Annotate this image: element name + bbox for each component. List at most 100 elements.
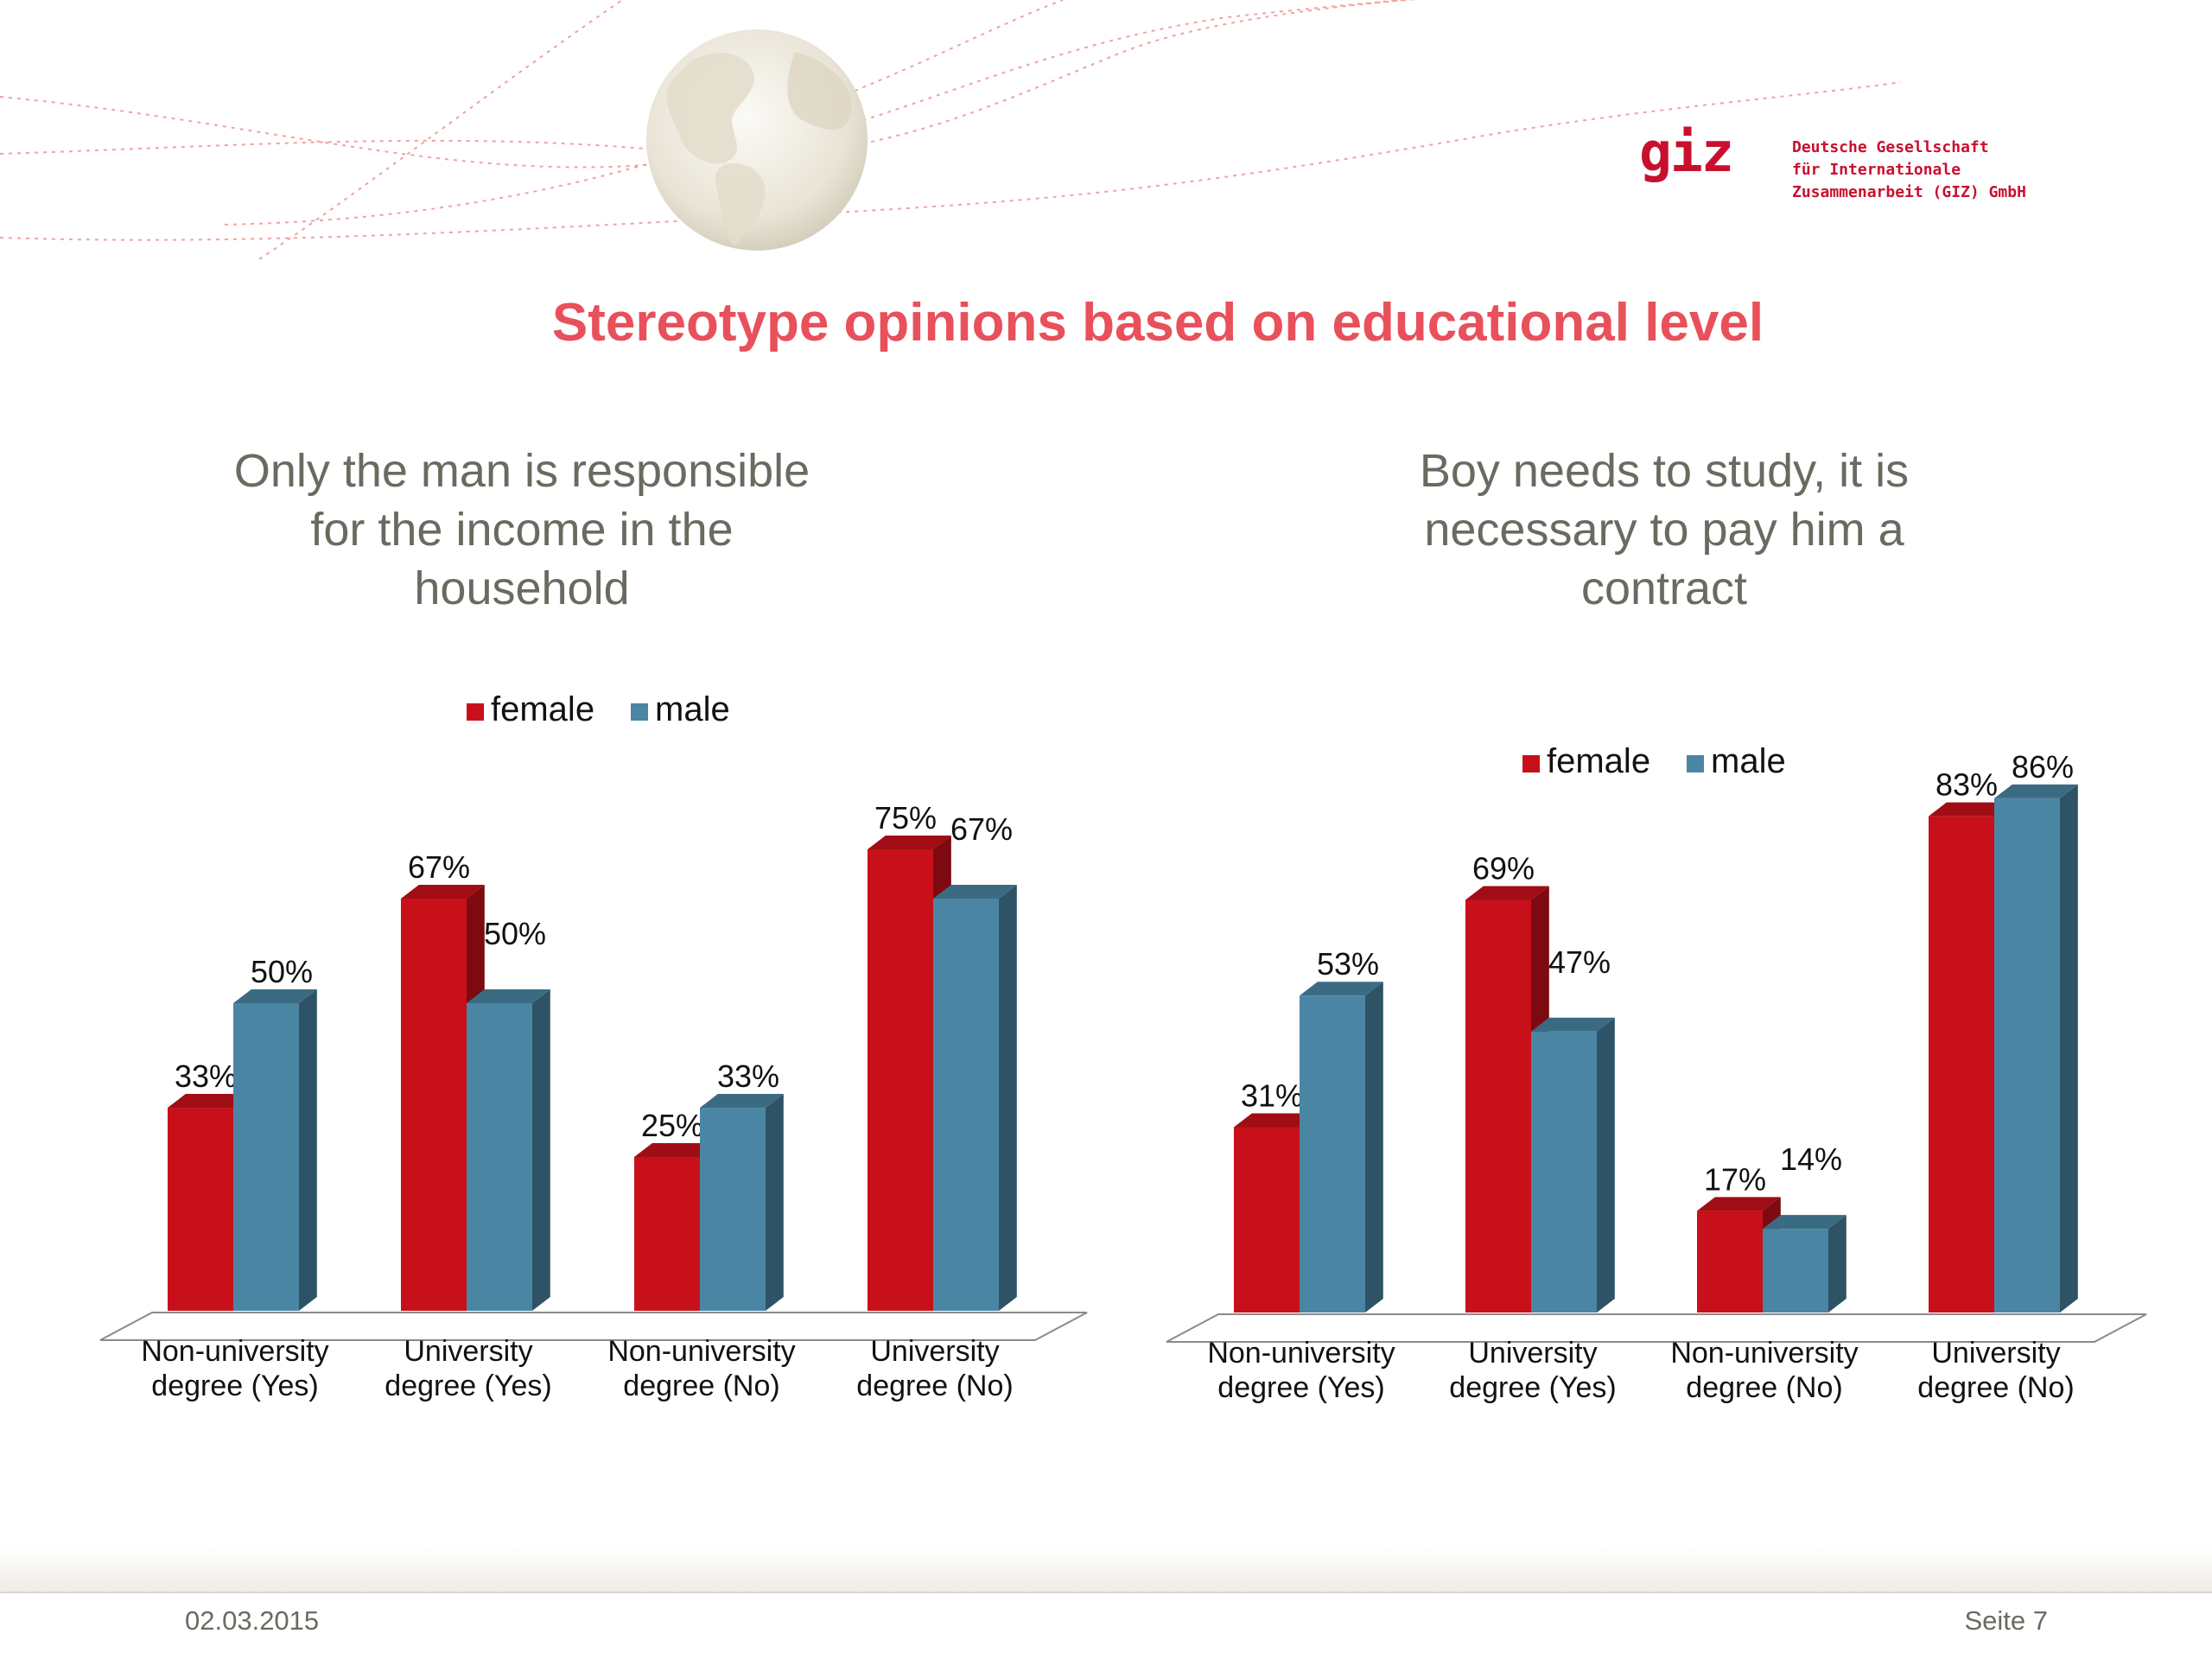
bar-male-4: [933, 884, 1017, 1311]
category-label: Non-university: [1207, 1337, 1395, 1370]
footer-page-number: Seite 7: [1964, 1605, 2048, 1636]
chart-floor: [1166, 1313, 2147, 1343]
chart-2-title-line: necessary to pay him a: [1424, 504, 1904, 556]
category-label: degree (Yes): [385, 1370, 551, 1402]
chart-2-title-line: Boy needs to study, it is: [1419, 445, 1910, 497]
bar-top: [1300, 982, 1383, 996]
data-label: 31%: [1241, 1077, 1303, 1113]
bar-top: [634, 1143, 718, 1157]
data-label: 67%: [408, 849, 470, 885]
bar-side: [1365, 982, 1383, 1313]
footer-date: 02.03.2015: [185, 1605, 320, 1636]
bar-top: [1234, 1113, 1318, 1128]
legend-label-female: female: [1547, 742, 1650, 780]
bar-top: [233, 989, 317, 1003]
category-label: degree (No): [1686, 1371, 1842, 1404]
header-decoration: [0, 0, 1902, 260]
bar-top: [933, 884, 1017, 899]
bar-side: [2060, 784, 2078, 1313]
data-label: 83%: [1936, 767, 1998, 803]
logo-line: für Internationale: [1792, 161, 1961, 179]
bar-male-4: [1994, 784, 2078, 1313]
category-label: Non-university: [141, 1335, 328, 1368]
bar-side: [532, 989, 550, 1311]
bar-male-3: [700, 1094, 784, 1311]
legend-label-male: male: [1711, 742, 1786, 780]
bar-front: [933, 898, 999, 1311]
footer-band: [0, 1547, 2212, 1592]
category-label: University: [870, 1335, 999, 1368]
legend-swatch-male: [1687, 755, 1704, 772]
category-label: Non-university: [1670, 1337, 1858, 1370]
bar-front: [1697, 1211, 1763, 1313]
bar-top: [401, 884, 485, 899]
chart-1-title-line: household: [414, 563, 630, 614]
bar-side: [999, 884, 1017, 1311]
bar-front: [401, 898, 467, 1311]
bar-male-1: [1300, 982, 1383, 1313]
data-label: 69%: [1472, 851, 1535, 887]
bar-top: [1929, 802, 2012, 817]
chart-1-title: Only the man is responsible for the inco…: [133, 442, 911, 618]
category-label: degree (No): [1917, 1371, 2074, 1404]
data-label: 50%: [251, 954, 313, 989]
logo-line: Deutsche Gesellschaft: [1792, 138, 1989, 156]
category-label: degree (No): [856, 1370, 1013, 1402]
globe-icon: [646, 29, 868, 251]
category-label: degree (No): [623, 1370, 779, 1402]
chart-1-title-line: Only the man is responsible: [233, 445, 810, 497]
bar-top: [700, 1094, 784, 1109]
data-label: 53%: [1317, 946, 1379, 982]
bar-front: [1234, 1127, 1300, 1313]
bar-front: [467, 1003, 532, 1311]
bar-front: [868, 849, 933, 1311]
bar-male-2: [1531, 1017, 1615, 1313]
category-label: University: [1931, 1337, 2060, 1370]
data-label: 47%: [1548, 944, 1611, 980]
chart-legend: female male: [1522, 742, 1786, 780]
legend-swatch-female: [1522, 755, 1540, 772]
bar-front: [1465, 899, 1531, 1313]
bar-top: [868, 836, 951, 849]
data-label: 33%: [717, 1058, 779, 1094]
logo-line: Zusammenarbeit (GIZ) GmbH: [1792, 183, 2026, 201]
legend-swatch-female: [467, 703, 484, 721]
bar-front: [1994, 798, 2060, 1313]
category-label: Non-university: [607, 1335, 795, 1368]
bar-front: [168, 1108, 233, 1311]
chart-1-title-line: for the income in the: [310, 504, 734, 556]
giz-logo-text: Deutsche Gesellschaft für Internationale…: [1792, 137, 2026, 204]
bar-side: [766, 1094, 784, 1311]
bar-front: [1929, 816, 1994, 1313]
bar-male-2: [467, 989, 550, 1311]
data-label: 14%: [1780, 1141, 1842, 1177]
bar-top: [1994, 784, 2078, 798]
bar-top: [1465, 886, 1549, 900]
page-title: Stereotype opinions based on educational…: [551, 293, 1764, 353]
data-label: 17%: [1704, 1161, 1766, 1197]
bar-front: [1300, 995, 1365, 1313]
data-label: 75%: [874, 800, 937, 836]
legend-label-male: male: [655, 690, 730, 728]
data-label: 67%: [950, 811, 1013, 847]
footer-divider: [0, 1592, 2212, 1593]
bar-male-3: [1763, 1215, 1847, 1313]
bar-top: [1763, 1215, 1847, 1230]
bar-side: [1597, 1017, 1615, 1313]
bar-front: [1531, 1031, 1597, 1313]
giz-logo-wordmark: giz: [1639, 121, 1734, 184]
bar-top: [467, 989, 550, 1003]
bar-front: [233, 1003, 299, 1311]
category-label: degree (Yes): [1449, 1371, 1616, 1404]
bar-front: [700, 1108, 766, 1311]
bar-top: [1697, 1197, 1781, 1211]
category-label: degree (Yes): [1217, 1371, 1384, 1404]
chart-floor: [99, 1312, 1088, 1341]
data-label: 33%: [175, 1058, 237, 1094]
bar-side: [299, 989, 317, 1311]
chart-2-title: Boy needs to study, it is necessary to p…: [1275, 442, 2053, 618]
legend-swatch-male: [631, 703, 648, 721]
bar-front: [634, 1157, 700, 1311]
